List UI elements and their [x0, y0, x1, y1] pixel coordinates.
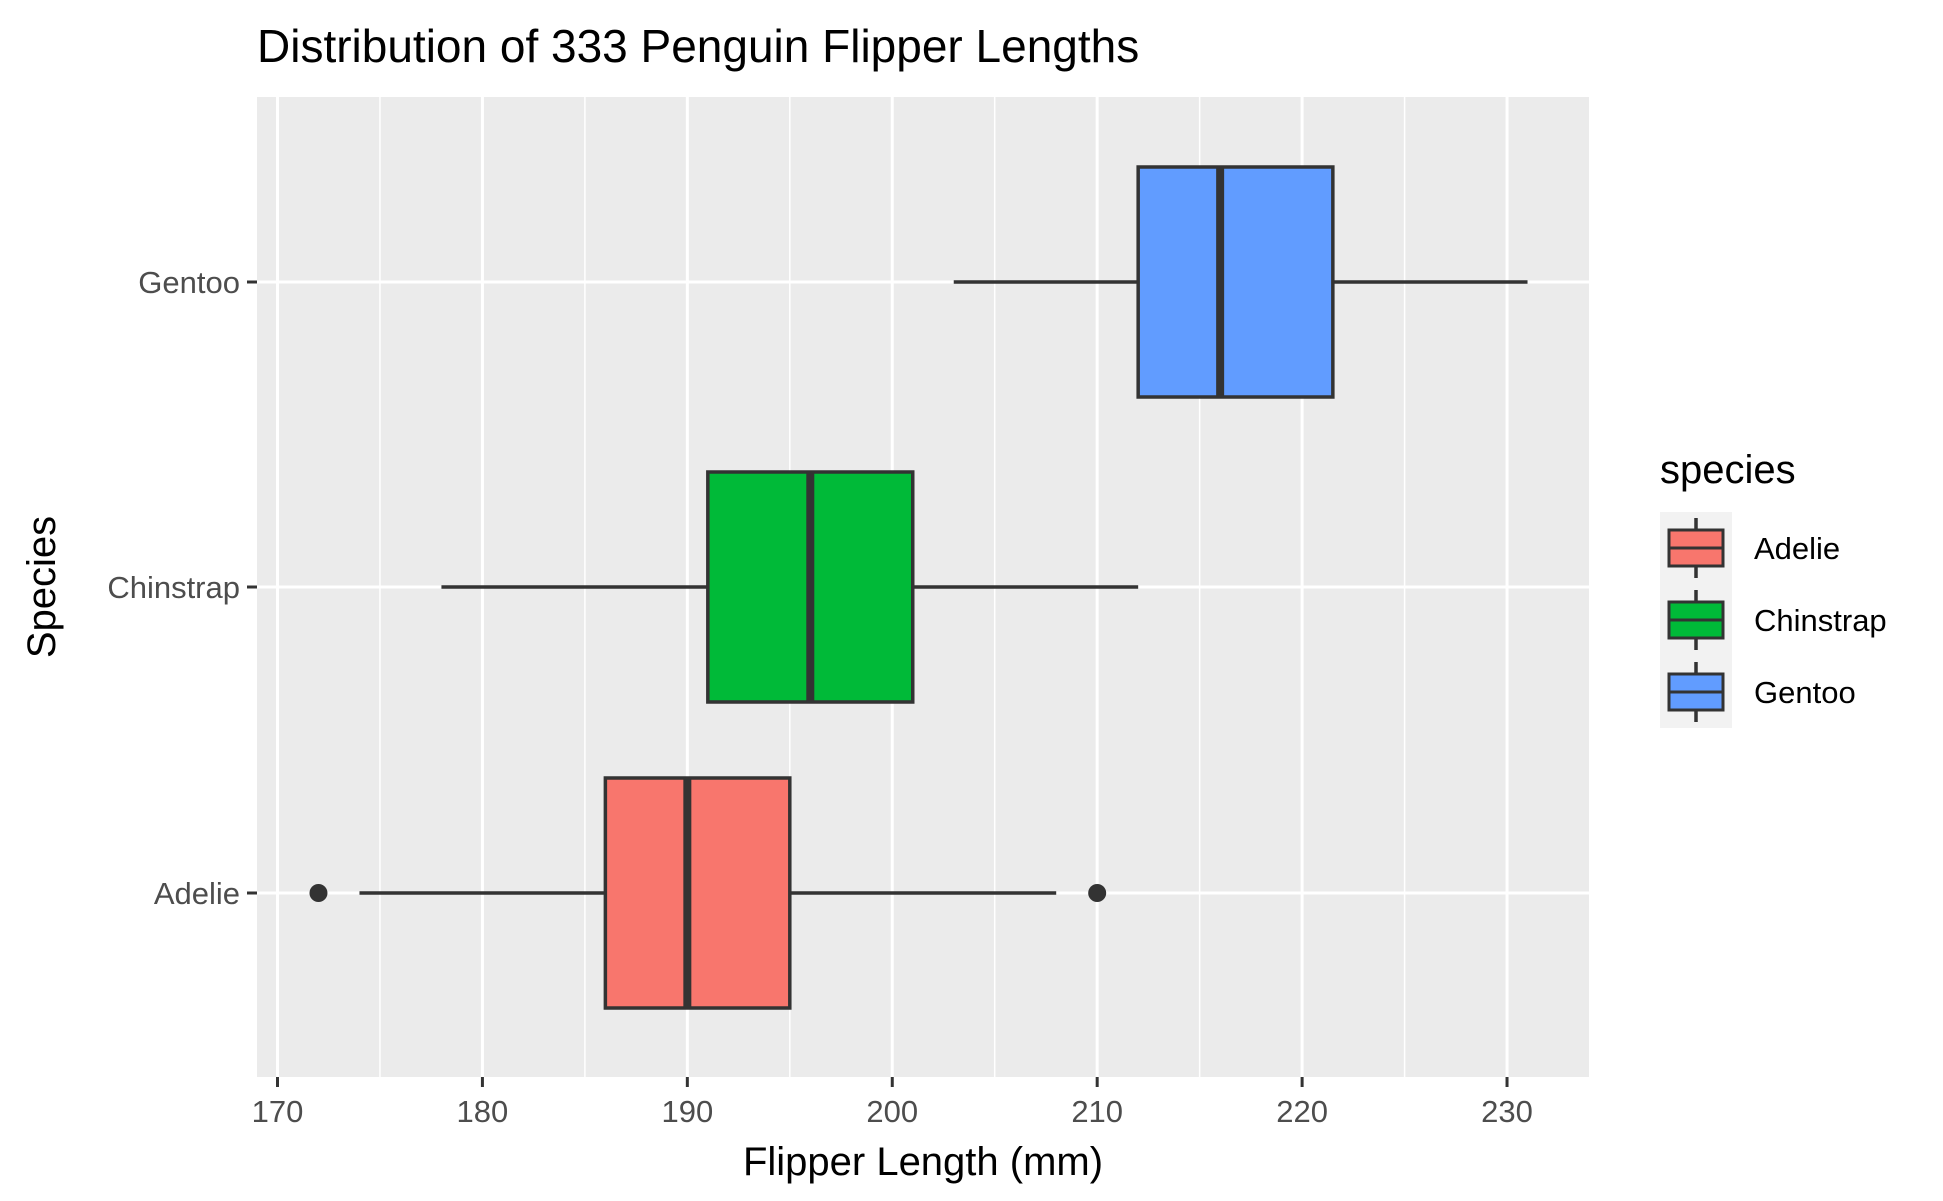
y-axis-title: Species [20, 516, 64, 658]
x-tick-label: 180 [457, 1094, 509, 1129]
y-tick-label: Chinstrap [107, 570, 240, 605]
y-tick-label: Adelie [154, 876, 240, 911]
x-tick-label: 220 [1276, 1094, 1328, 1129]
outlier-point [309, 884, 328, 902]
legend-label: Adelie [1754, 531, 1840, 566]
legend: species Adelie Chinstrap Gentoo [1660, 448, 1887, 728]
box-adelie [603, 776, 792, 1010]
x-tick-label: 190 [661, 1094, 713, 1129]
x-tick-label: 170 [252, 1094, 304, 1129]
boxes [309, 165, 1528, 1010]
x-tick-label: 210 [1071, 1094, 1123, 1129]
legend-label: Gentoo [1754, 675, 1856, 710]
x-axis-title: Flipper Length (mm) [743, 1140, 1103, 1184]
box-gentoo [1136, 165, 1335, 399]
x-axis: 170 180 190 200 210 220 230 [252, 1077, 1533, 1129]
x-tick-label: 230 [1481, 1094, 1533, 1129]
x-tick-label: 200 [866, 1094, 918, 1129]
y-axis: Adelie Chinstrap Gentoo [107, 265, 257, 911]
legend-title: species [1660, 448, 1796, 492]
y-tick-label: Gentoo [138, 265, 240, 300]
legend-label: Chinstrap [1754, 603, 1887, 638]
outlier-point [1088, 884, 1107, 902]
chart-title: Distribution of 333 Penguin Flipper Leng… [257, 20, 1139, 72]
